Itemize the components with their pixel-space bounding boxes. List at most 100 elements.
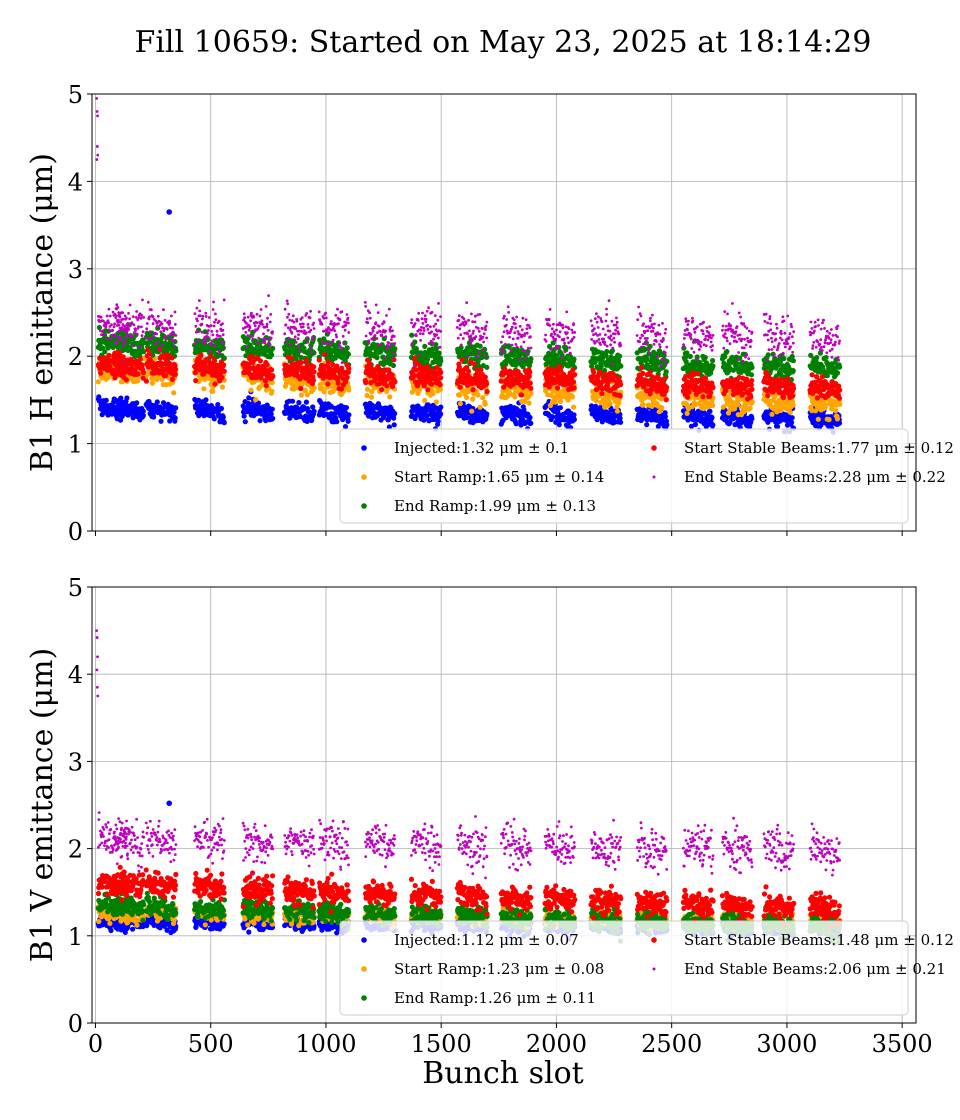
data-point (105, 314, 109, 318)
data-point (257, 336, 261, 340)
data-point (150, 308, 153, 312)
data-point (108, 328, 111, 332)
data-point (429, 381, 435, 387)
data-point (769, 411, 775, 417)
data-point (169, 376, 176, 382)
data-point (213, 344, 217, 348)
data-point (169, 355, 175, 361)
data-point (121, 344, 125, 348)
data-point (221, 362, 227, 368)
data-point (151, 414, 157, 420)
data-point (134, 378, 141, 384)
data-point (221, 328, 225, 332)
data-point (789, 415, 795, 421)
data-point (198, 352, 204, 358)
data-point (686, 389, 692, 395)
data-point (422, 397, 428, 404)
data-point (411, 372, 417, 378)
data-point (593, 398, 600, 404)
data-point (604, 348, 610, 355)
data-point (203, 342, 207, 346)
data-point (246, 334, 250, 337)
data-point (311, 369, 317, 375)
data-point (270, 415, 276, 422)
data-point (475, 392, 481, 398)
data-point (123, 325, 127, 328)
data-point (345, 351, 351, 357)
data-point (264, 362, 270, 368)
data-point (170, 314, 173, 318)
data-point (204, 339, 207, 342)
data-point (218, 351, 222, 355)
data-point (217, 349, 221, 353)
data-point (171, 326, 174, 330)
data-point (662, 410, 668, 416)
data-point (391, 422, 397, 428)
data-point (599, 391, 605, 397)
data-point (246, 395, 252, 401)
data-point (438, 375, 444, 381)
data-point (113, 333, 117, 336)
data-point (131, 344, 135, 348)
data-point (219, 374, 225, 381)
data-point (172, 344, 176, 348)
data-point (111, 329, 115, 332)
data-point (250, 334, 254, 338)
data-point (465, 368, 472, 374)
data-point (569, 394, 575, 400)
data-point (767, 376, 774, 382)
data-point (215, 329, 219, 333)
data-point (593, 403, 599, 409)
data-point (256, 341, 260, 345)
data-point (172, 339, 176, 343)
data-point (790, 358, 797, 364)
data-point (346, 387, 352, 393)
data-point (173, 323, 177, 326)
data-point (173, 348, 179, 354)
data-point (204, 311, 208, 315)
data-point (257, 358, 263, 364)
data-point (131, 335, 134, 338)
data-point (102, 334, 106, 337)
data-point (118, 395, 124, 401)
data-point (482, 401, 488, 407)
data-point (215, 337, 218, 341)
data-point (194, 324, 198, 328)
data-point (710, 358, 716, 364)
data-point (121, 374, 127, 380)
data-point (172, 333, 175, 336)
data-point (457, 401, 463, 407)
data-point (200, 322, 204, 326)
data-point (196, 319, 199, 323)
data-point (122, 361, 125, 365)
data-point (221, 333, 225, 337)
data-point (166, 360, 172, 366)
data-point (253, 397, 259, 403)
data-point (116, 306, 120, 309)
data-point (248, 326, 252, 330)
data-point (640, 370, 646, 376)
scatter-points (95, 96, 843, 435)
data-point (655, 423, 662, 429)
data-point (644, 422, 650, 428)
data-point (571, 356, 577, 362)
data-point (749, 399, 755, 405)
data-point (617, 393, 623, 399)
data-point (143, 378, 149, 384)
data-point (412, 355, 418, 361)
data-point (163, 373, 169, 379)
data-point (527, 369, 533, 375)
data-point (193, 342, 197, 345)
data-point (209, 349, 212, 353)
data-point (214, 318, 218, 322)
data-point (298, 392, 304, 398)
data-point (659, 405, 665, 411)
data-point (126, 322, 130, 325)
data-point (368, 394, 375, 400)
data-point (116, 411, 122, 417)
data-point (374, 355, 380, 361)
data-point (114, 316, 118, 320)
data-point (106, 352, 112, 358)
data-point (423, 408, 429, 414)
data-point (521, 407, 527, 413)
